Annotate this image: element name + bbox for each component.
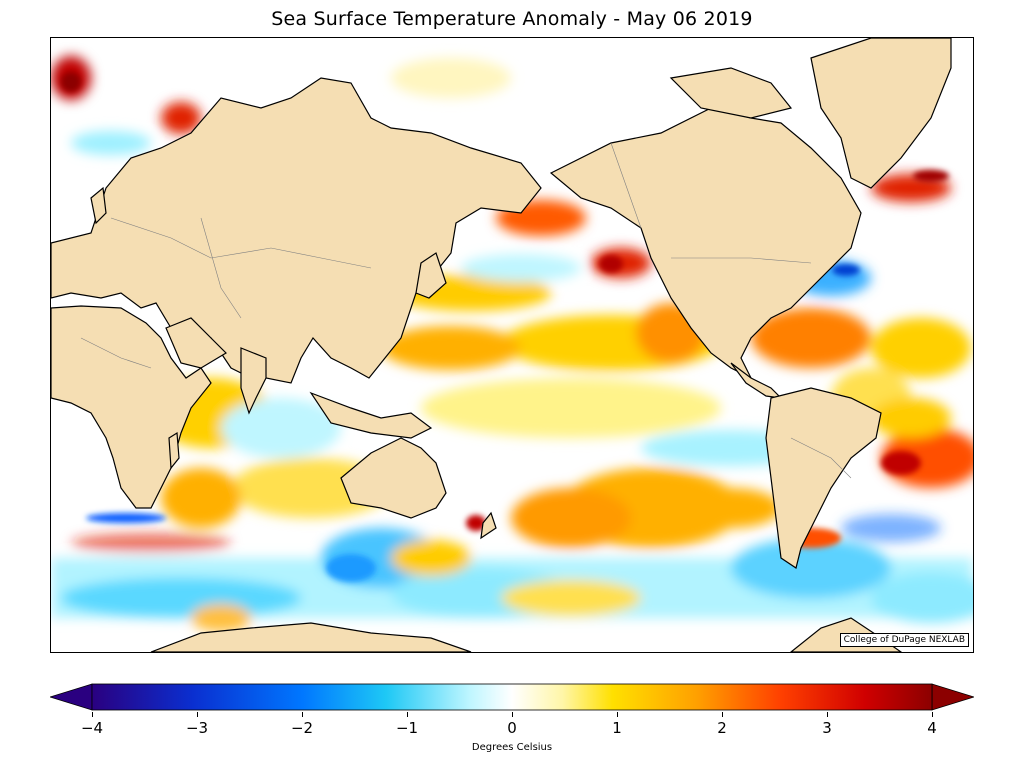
japan [415, 252, 447, 299]
colorbar-tick-mark [931, 712, 933, 717]
greenland [810, 38, 952, 189]
colorbar-tick-label: 0 [507, 719, 517, 737]
colorbar-tick-label: −4 [80, 719, 104, 737]
colorbar-tick-mark [91, 712, 93, 717]
great-britain [90, 186, 107, 225]
colorbar-tick-mark [511, 712, 513, 717]
colorbar-extend-high [931, 683, 976, 711]
arabia [165, 317, 227, 369]
colorbar-tick-mark [616, 712, 618, 717]
colorbar-tick-label: 1 [612, 719, 622, 737]
north-america [549, 107, 862, 380]
colorbar-tick-label: −3 [185, 719, 209, 737]
page-title: Sea Surface Temperature Anomaly - May 06… [271, 8, 753, 30]
arctic-islands [669, 67, 793, 119]
central-america [730, 362, 783, 399]
map-canvas [51, 38, 973, 652]
india [240, 347, 267, 415]
colorbar-extend-low [48, 683, 93, 711]
new-zealand [480, 511, 497, 540]
colorbar-tick-mark [301, 712, 303, 717]
country-borders [80, 142, 852, 479]
colorbar-tick-mark [196, 712, 198, 717]
colorbar-tick-label: 3 [822, 719, 832, 737]
colorbar-tick-mark [406, 712, 408, 717]
colorbar-tick-label: 2 [717, 719, 727, 737]
colorbar-label: Degrees Celsius [471, 742, 553, 753]
south-america [765, 387, 882, 569]
madagascar [168, 431, 180, 470]
colorbar-tick-label: −1 [395, 719, 419, 737]
colorbar-gradient [91, 683, 933, 711]
colorbar [48, 682, 976, 712]
colorbar-tick-label: −2 [290, 719, 314, 737]
colorbar-tick-label: 4 [927, 719, 937, 737]
colorbar-tick-mark [721, 712, 723, 717]
sst-anomaly-map[interactable]: College of DuPage NEXLAB [50, 37, 974, 653]
indonesia [309, 391, 433, 439]
antarctica [150, 622, 472, 652]
colorbar-svg [48, 683, 976, 711]
credit-label: College of DuPage NEXLAB [839, 633, 969, 647]
landmasses [51, 38, 952, 652]
australia [340, 437, 447, 519]
colorbar-tick-mark [826, 712, 828, 717]
